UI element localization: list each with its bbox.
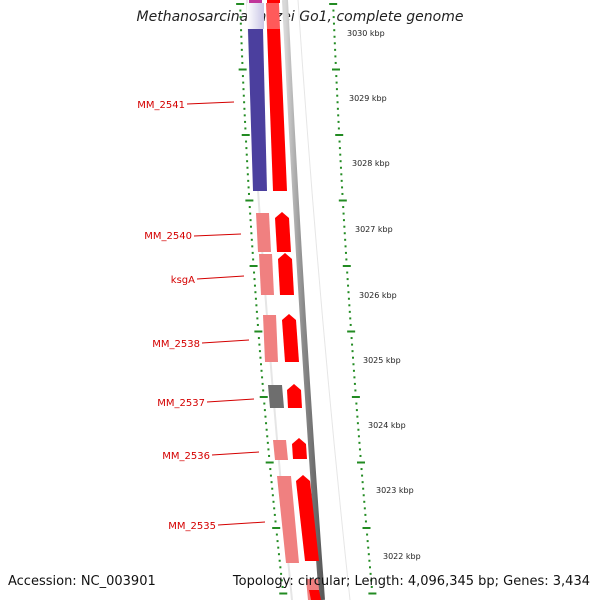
feature-mm-2538[interactable] (263, 314, 299, 362)
leader-mm-2540 (193, 233, 242, 237)
feature-mm-2536-light (273, 440, 288, 460)
feature-mm-2540-red (275, 212, 291, 252)
scale-label-3028: 3028 kbp (352, 159, 390, 168)
scale-label-3029: 3029 kbp (349, 94, 387, 103)
feature-mm-2536[interactable] (273, 438, 307, 460)
gene-label-mm-2537[interactable]: MM_2537 (157, 398, 205, 409)
gene-label-mm-2535[interactable]: MM_2535 (168, 521, 216, 532)
gene-label-mm-2541[interactable]: MM_2541 (137, 100, 185, 111)
gene-label-ksga[interactable]: ksgA (171, 275, 195, 286)
scale-label-3027: 3027 kbp (355, 225, 393, 234)
gene-label-mm-2540[interactable]: MM_2540 (144, 231, 192, 242)
right-tick-track (329, 3, 377, 595)
feature-ksga-red (278, 253, 294, 295)
feature-mm-2541[interactable] (247, 3, 287, 191)
leader-mm-2538 (201, 339, 250, 344)
scale-label-3030: 3030 kbp (347, 29, 385, 38)
gene-label-mm-2538[interactable]: MM_2538 (152, 339, 200, 350)
feature-mm-2541-lavender (247, 3, 264, 29)
leader-ksga (196, 275, 245, 280)
leader-mm-2536 (211, 451, 260, 456)
feature-mm-2541-blue (248, 29, 267, 191)
scale-label-3022: 3022 kbp (383, 552, 421, 561)
scale-label-3024: 3024 kbp (368, 421, 406, 430)
slice-right-edge (297, 0, 351, 600)
leader-mm-2541 (186, 101, 235, 105)
feature-mm-2535[interactable] (277, 475, 319, 563)
genome-summary-text: Topology: circular; Length: 4,096,345 bp… (232, 574, 590, 589)
feature-mm-2536-red (292, 438, 307, 459)
scale-label-group: 3030 kbp 3029 kbp 3028 kbp 3027 kbp 3026… (347, 29, 421, 561)
feature-mm-2541-red (267, 29, 287, 191)
gene-label-mm-2536[interactable]: MM_2536 (162, 451, 210, 462)
feature-mm-2538-red (282, 314, 299, 362)
left-tick-track (236, 3, 288, 595)
feature-mm-2535-light (277, 476, 299, 563)
leader-mm-2535 (217, 521, 266, 526)
genome-backbone (282, 0, 325, 600)
top-feature-magenta (249, 0, 262, 3)
feature-ksga-light (259, 254, 274, 295)
feature-mm-2541-red-top (266, 3, 280, 29)
feature-mm-2537-grey (268, 385, 284, 408)
accession-text: Accession: NC_003901 (8, 574, 156, 589)
feature-mm-2537[interactable] (268, 384, 302, 408)
feature-mm-2538-light (263, 315, 278, 362)
feature-mm-2537-red (287, 384, 302, 408)
top-feature-red (267, 0, 280, 3)
feature-mm-2535-red (296, 475, 319, 561)
bottom-feature-red (309, 590, 321, 600)
map-title: Methanosarcina mazei Go1, complete genom… (136, 9, 464, 25)
scale-label-3026: 3026 kbp (359, 291, 397, 300)
feature-mm-2540-light (256, 213, 271, 252)
feature-ksga[interactable] (259, 253, 294, 295)
scale-label-3025: 3025 kbp (363, 356, 401, 365)
scale-label-3023: 3023 kbp (376, 486, 414, 495)
feature-mm-2540[interactable] (256, 212, 291, 252)
leader-mm-2537 (206, 398, 255, 403)
